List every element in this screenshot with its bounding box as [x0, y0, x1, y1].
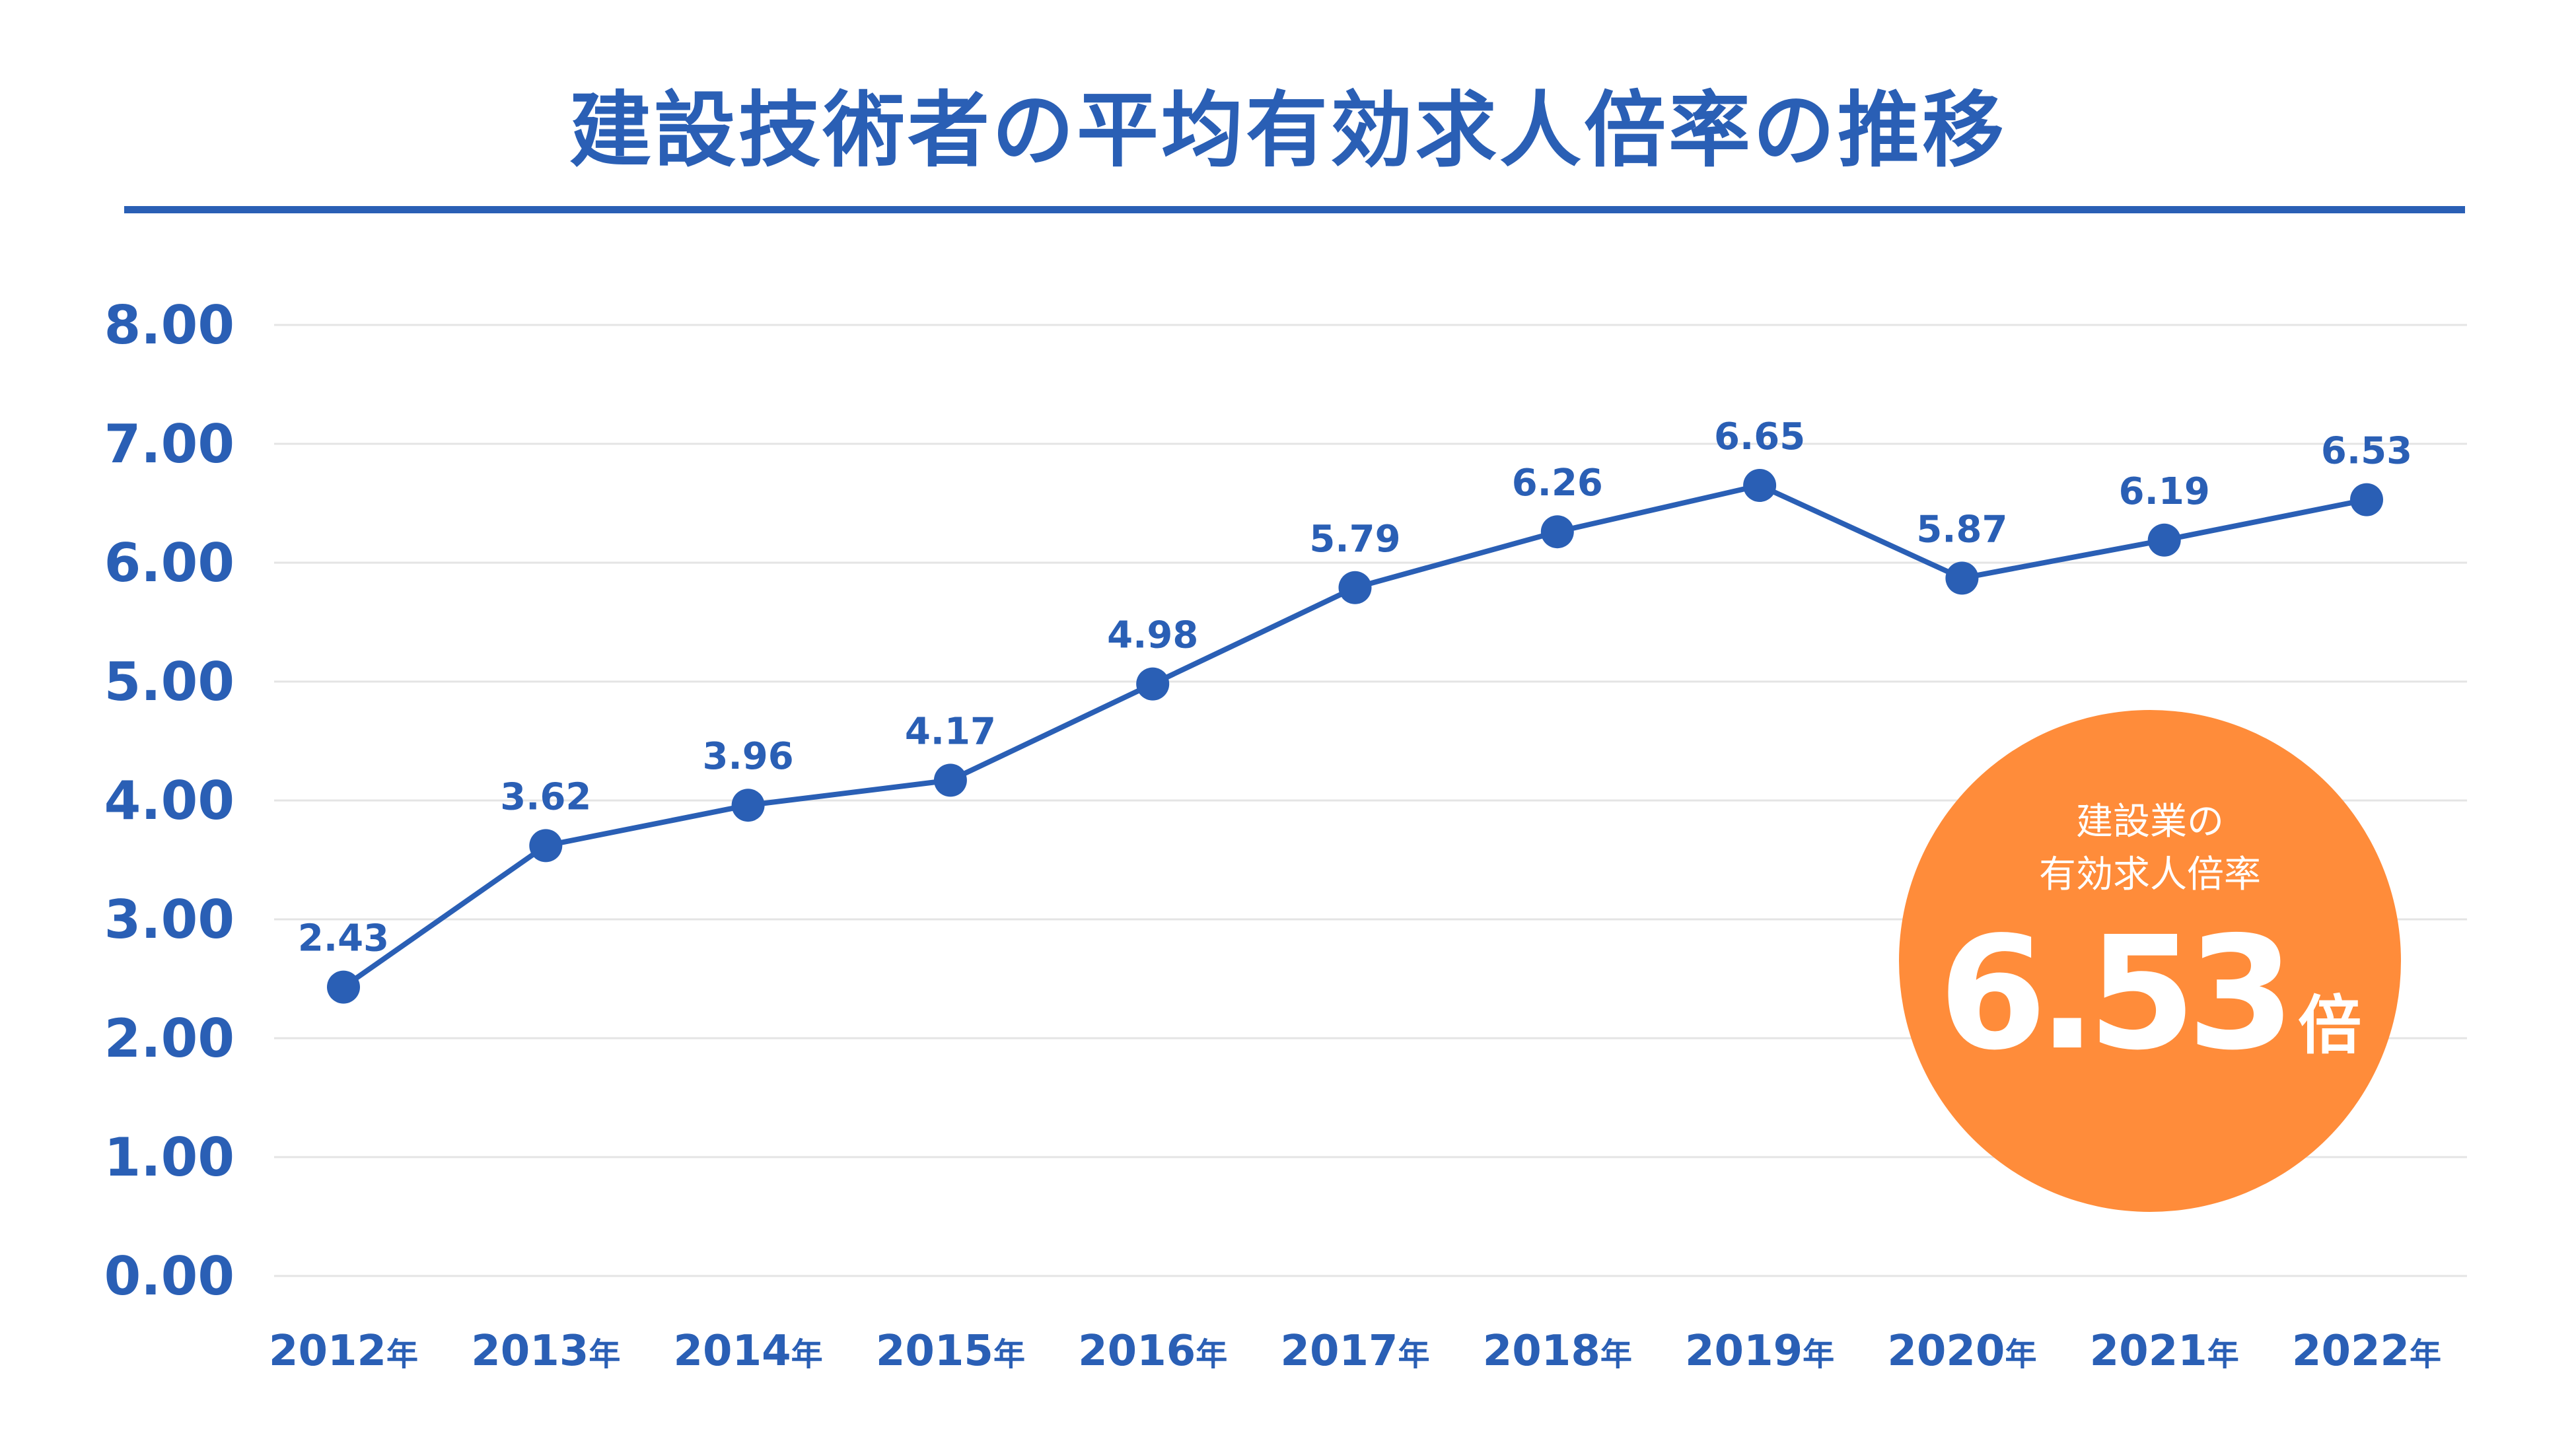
callout-unit: 倍 — [2298, 989, 2362, 1063]
y-tick-label: 7.00 — [104, 413, 234, 475]
gridlines — [274, 324, 2467, 1277]
data-point — [731, 789, 765, 822]
x-tick-label: 2020年 — [1887, 1327, 2036, 1376]
x-tick-label: 2022年 — [2292, 1327, 2441, 1376]
x-tick-label: 2019年 — [1685, 1327, 1834, 1376]
callout-value-group: 6.53 倍 — [1899, 908, 2401, 1112]
y-tick-label: 0.00 — [104, 1246, 234, 1307]
y-axis-ticks: 0.00 1.00 2.00 3.00 4.00 5.00 6.00 7.00 8.00 — [104, 295, 234, 1307]
x-tick-label: 2014年 — [674, 1327, 823, 1376]
data-label: 6.26 — [1512, 462, 1603, 505]
callout-line2: 有効求人倍率 — [2039, 853, 2261, 896]
x-tick-label: 2015年 — [876, 1327, 1025, 1376]
data-label: 5.79 — [1309, 518, 1400, 561]
data-point — [1540, 515, 1574, 549]
x-tick-label: 2017年 — [1280, 1327, 1429, 1376]
data-point — [1338, 571, 1372, 604]
callout-badge: 建設業の 有効求人倍率 6.53 倍 — [1899, 710, 2401, 1212]
y-tick-label: 6.00 — [104, 532, 234, 594]
data-point — [529, 829, 563, 863]
data-label: 2.43 — [298, 917, 389, 960]
data-labels: 2.43 3.62 3.96 4.17 4.98 5.79 6.26 6.65 5.87 6.19… — [298, 415, 2412, 960]
data-point — [933, 763, 967, 797]
data-label: 6.19 — [2119, 470, 2210, 513]
x-tick-label: 2018年 — [1483, 1327, 1632, 1376]
y-tick-label: 3.00 — [104, 889, 234, 950]
data-point — [2350, 483, 2383, 516]
x-tick-label: 2013年 — [471, 1327, 620, 1376]
data-label: 6.65 — [1714, 415, 1805, 458]
y-tick-label: 4.00 — [104, 770, 234, 831]
x-tick-label: 2012年 — [269, 1327, 418, 1376]
title-underline — [124, 206, 2465, 213]
x-tick-label: 2016年 — [1078, 1327, 1227, 1376]
data-point — [1136, 667, 1170, 701]
callout-value: 6.53 — [1938, 903, 2295, 1084]
data-point — [1743, 469, 1777, 502]
data-label: 4.17 — [905, 710, 996, 753]
data-label: 3.96 — [703, 735, 794, 778]
data-points — [327, 469, 2383, 1004]
x-tick-label: 2021年 — [2090, 1327, 2239, 1376]
data-label: 6.53 — [2321, 430, 2412, 473]
data-point — [327, 970, 360, 1004]
y-tick-label: 5.00 — [104, 651, 234, 713]
y-tick-label: 2.00 — [104, 1008, 234, 1069]
y-tick-label: 1.00 — [104, 1127, 234, 1188]
chart-title: 建設技術者の平均有効求人倍率の推移 — [569, 83, 2007, 178]
data-point — [2147, 523, 2181, 557]
y-tick-label: 8.00 — [104, 295, 234, 356]
x-axis-ticks: 2012年 2013年 2014年 2015年 2016年 2017年 2018年 2019年… — [269, 1327, 2441, 1376]
data-label: 5.87 — [1916, 508, 2007, 551]
data-label: 4.98 — [1107, 614, 1198, 657]
callout-line1: 建設業の — [2076, 800, 2224, 843]
data-label: 3.62 — [500, 775, 591, 818]
data-point — [1945, 561, 1979, 595]
